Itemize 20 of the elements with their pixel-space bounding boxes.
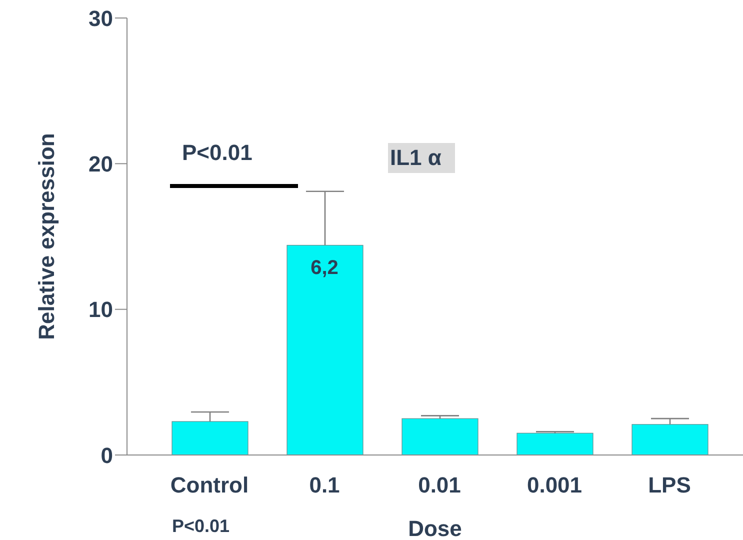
x-tick-label: 0.01 xyxy=(418,472,461,498)
x-tick-label: Control xyxy=(170,472,249,498)
x-tick-label: 0.1 xyxy=(309,472,340,498)
annotation: IL1 α xyxy=(388,143,456,174)
bar xyxy=(632,424,708,455)
bar xyxy=(516,432,594,455)
y-tick-label: 30 xyxy=(88,6,113,31)
bar xyxy=(172,421,248,455)
annotation: P<0.01 xyxy=(182,140,252,166)
x-axis-title: Dose xyxy=(408,516,462,540)
text: P<0.01 xyxy=(172,516,230,537)
bar xyxy=(286,244,364,455)
annotation: 6,2 xyxy=(310,256,340,280)
x-tick-label: LPS xyxy=(648,472,691,498)
y-tick-label: 20 xyxy=(88,151,113,176)
y-tick-label: 0 xyxy=(100,442,113,468)
y-tick-label: 10 xyxy=(88,297,113,322)
bar xyxy=(402,418,478,455)
x-tick-label: 0.001 xyxy=(526,472,582,498)
y-axis-title: Relative expression xyxy=(34,133,59,340)
